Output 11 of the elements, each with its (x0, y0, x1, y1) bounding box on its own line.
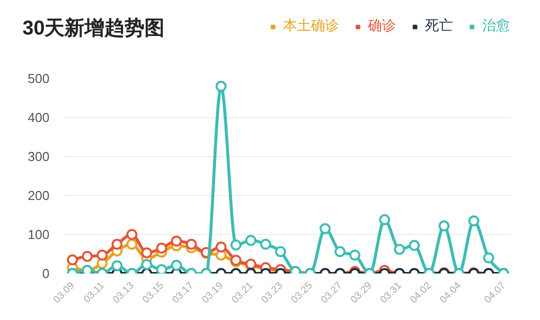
y-tick-label: 300 (28, 149, 50, 164)
chart-title: 30天新增趋势图 (22, 16, 165, 40)
y-tick-label: 100 (28, 227, 50, 242)
legend-label: 治愈 (482, 17, 510, 35)
legend-label: 本土确诊 (283, 17, 339, 35)
y-tick-label: 200 (28, 188, 50, 203)
y-tick-label: 400 (28, 110, 50, 125)
y-tick-label: 500 (28, 71, 50, 86)
legend-label: 死亡 (425, 17, 453, 35)
y-tick-label: 0 (42, 266, 50, 281)
legend-label: 确诊 (368, 17, 396, 35)
